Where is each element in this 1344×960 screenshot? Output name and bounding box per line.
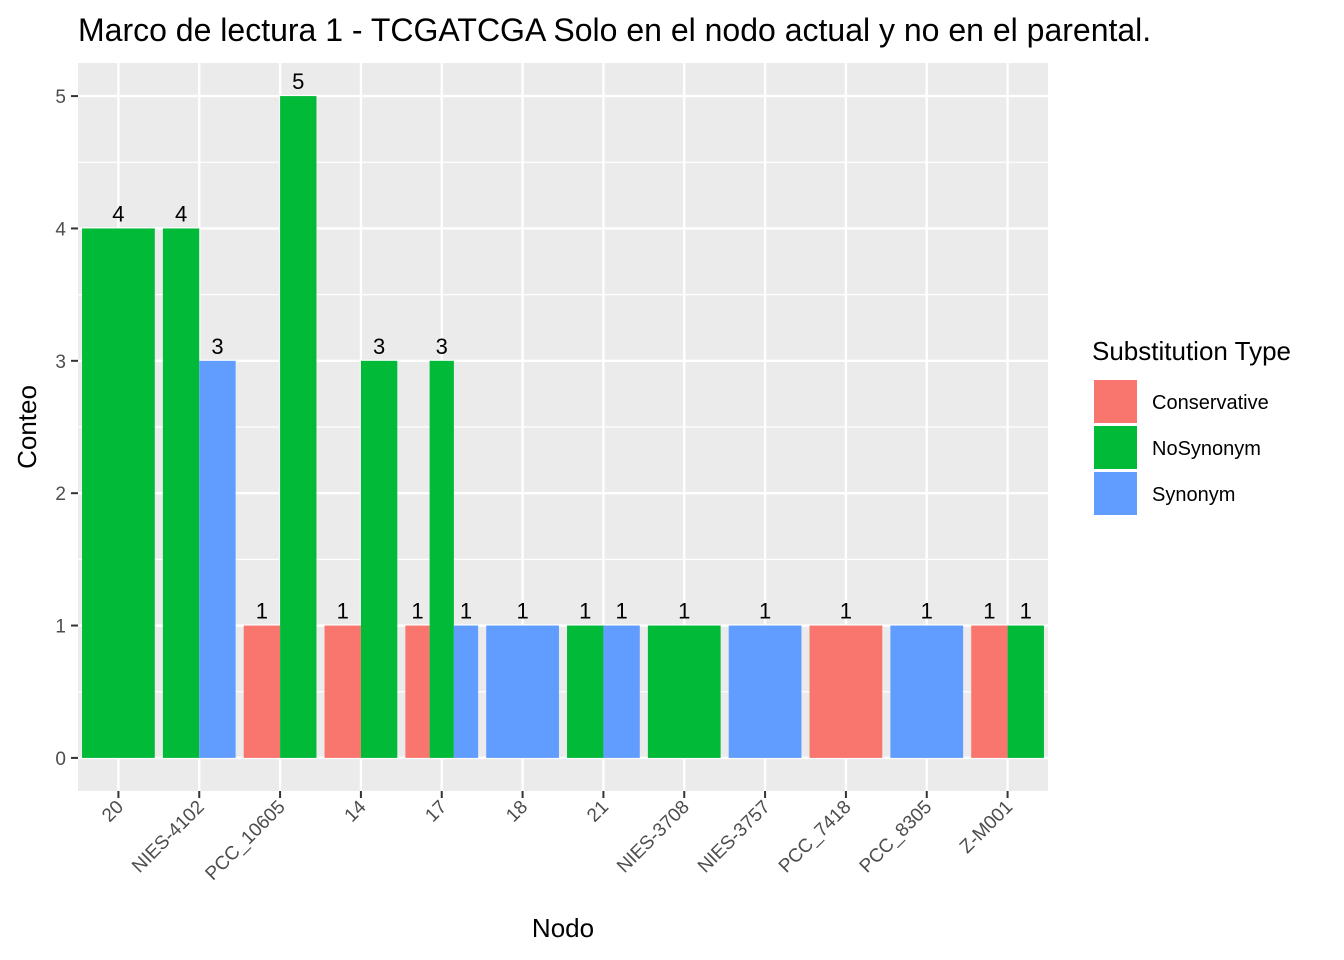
legend-key-nosynonym — [1094, 426, 1137, 469]
bar-value-label: 4 — [112, 201, 124, 226]
bar-synonym-21 — [603, 625, 640, 758]
bar-value-label: 1 — [840, 599, 852, 624]
bar-conservative-pcc_7418 — [809, 625, 883, 758]
bars — [82, 96, 1044, 758]
bar-value-label: 1 — [337, 599, 349, 624]
x-tick-label: Z-M001 — [956, 797, 1017, 858]
legend-title: Substitution Type — [1092, 336, 1291, 366]
bar-nosynonym-nies-4102 — [162, 228, 200, 758]
y-tick-label: 4 — [55, 219, 66, 240]
x-tick-label: PCC_7418 — [775, 797, 856, 878]
x-tick-label: 17 — [421, 797, 451, 827]
bar-value-label: 1 — [256, 599, 268, 624]
x-tick-label: NIES-4102 — [128, 797, 209, 878]
bar-value-label: 5 — [292, 69, 304, 94]
x-tick-label: 21 — [583, 797, 613, 827]
y-tick-label: 1 — [55, 617, 66, 638]
bar-value-label: 1 — [678, 599, 690, 624]
x-tick-label: PCC_10605 — [202, 797, 290, 885]
bar-value-label: 1 — [460, 599, 472, 624]
x-tick-label: NIES-3708 — [613, 797, 694, 878]
y-tick-label: 2 — [55, 484, 66, 505]
bar-value-label: 1 — [921, 599, 933, 624]
bar-value-label: 1 — [759, 599, 771, 624]
legend-label-conservative: Conservative — [1152, 392, 1269, 414]
bar-synonym-18 — [486, 625, 559, 758]
bar-value-label: 3 — [436, 334, 448, 359]
bar-conservative-pcc_10605 — [243, 625, 281, 758]
bar-conservative-17 — [405, 625, 430, 758]
bar-nosynonym-14 — [360, 360, 398, 758]
y-tick-label: 3 — [55, 352, 66, 373]
bar-nosynonym-17 — [429, 360, 454, 758]
bar-nosynonym-pcc_10605 — [280, 96, 317, 758]
legend-key-conservative — [1094, 380, 1137, 423]
bar-nosynonym-20 — [82, 228, 155, 758]
legend-label-nosynonym: NoSynonym — [1152, 438, 1261, 460]
bar-value-label: 3 — [373, 334, 385, 359]
bar-nosynonym-z-m001 — [1007, 625, 1044, 758]
legend-key-synonym — [1094, 472, 1137, 515]
bar-value-label: 1 — [983, 599, 995, 624]
bar-value-label: 1 — [411, 599, 423, 624]
x-axis-title: Nodo — [532, 913, 594, 943]
bar-value-label: 1 — [579, 599, 591, 624]
bar-conservative-14 — [324, 625, 361, 758]
bar-synonym-pcc_8305 — [890, 625, 964, 758]
x-tick-label: 14 — [341, 796, 371, 826]
bar-synonym-nies-4102 — [199, 360, 236, 758]
bar-nosynonym-21 — [567, 625, 604, 758]
bar-value-label: 1 — [615, 599, 627, 624]
bar-conservative-z-m001 — [971, 625, 1008, 758]
x-tick-label: PCC_8305 — [856, 797, 937, 878]
legend: Substitution Type Conservative NoSynonym S… — [1092, 336, 1291, 515]
x-tick-label: 20 — [98, 797, 128, 827]
y-axis: 0 1 2 3 4 5 — [55, 87, 78, 770]
x-tick-label: 18 — [502, 797, 532, 827]
bar-value-label: 3 — [211, 334, 223, 359]
bar-value-label: 1 — [1020, 599, 1032, 624]
bar-synonym-17 — [453, 625, 479, 758]
y-tick-label: 0 — [55, 749, 66, 770]
bar-synonym-nies-3757 — [728, 625, 802, 758]
y-tick-label: 5 — [55, 87, 66, 108]
legend-label-synonym: Synonym — [1152, 484, 1235, 506]
bar-value-label: 1 — [516, 599, 528, 624]
bar-value-label: 4 — [175, 201, 187, 226]
chart-title: Marco de lectura 1 - TCGATCGA Solo en el… — [78, 12, 1151, 48]
y-axis-title: Conteo — [12, 385, 42, 469]
bar-nosynonym-nies-3708 — [647, 625, 721, 758]
x-tick-label: NIES-3757 — [694, 797, 775, 878]
